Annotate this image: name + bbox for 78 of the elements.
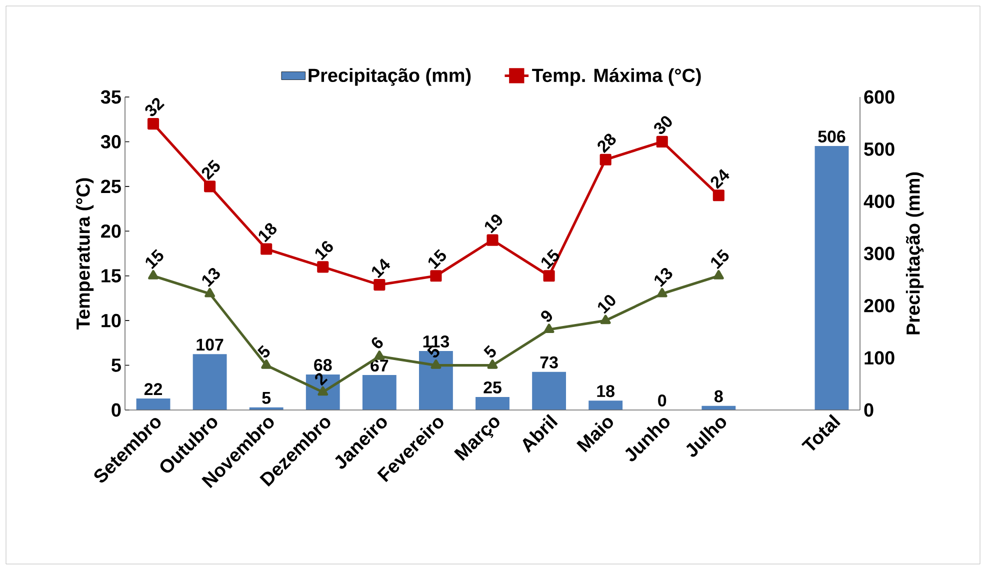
point <box>486 234 498 246</box>
y2-tick-label: 0 <box>864 403 874 417</box>
data-label: 18 <box>258 223 277 242</box>
data-label: 24 <box>710 169 730 190</box>
point <box>374 279 386 291</box>
point <box>204 180 216 192</box>
bar <box>532 372 566 410</box>
point <box>261 360 272 369</box>
data-label: 8 <box>714 390 723 402</box>
point <box>147 118 160 130</box>
bar <box>476 396 510 410</box>
y-tick-label: 20 <box>101 224 121 238</box>
bar <box>814 146 849 410</box>
data-label: 22 <box>144 383 162 395</box>
data-label: 0 <box>658 394 666 406</box>
data-label: 2 <box>315 373 328 386</box>
point <box>204 288 215 298</box>
y-axis-title: Temperatura (°C) <box>76 178 94 330</box>
point <box>656 136 668 148</box>
data-label: 30 <box>654 116 672 134</box>
y2-axis-title: Precipitação (mm) <box>906 172 924 334</box>
data-label: 5 <box>257 345 270 358</box>
point <box>430 360 442 369</box>
point <box>600 314 611 324</box>
y2-tick-label: 100 <box>864 351 894 365</box>
data-label: 13 <box>654 268 672 287</box>
y2-tick-label: 400 <box>864 194 894 208</box>
data-label: 28 <box>598 134 616 154</box>
legend-label: Temp. Máxima (°C) <box>532 68 701 86</box>
data-label: 18 <box>597 385 614 398</box>
bar <box>136 398 170 410</box>
y-tick-label: 30 <box>100 134 121 148</box>
data-label: 16 <box>315 241 333 260</box>
point <box>317 261 329 273</box>
point <box>544 324 554 334</box>
data-label: 5 <box>262 392 271 404</box>
y-tick-label: 0 <box>112 403 121 417</box>
data-label: 73 <box>540 356 558 368</box>
data-label: 68 <box>314 359 332 372</box>
data-label: 10 <box>598 295 616 314</box>
y-tick-label: 10 <box>102 314 121 328</box>
data-label: 9 <box>541 310 552 322</box>
data-label: 506 <box>818 130 846 143</box>
y-tick-label: 25 <box>101 180 121 194</box>
point <box>656 288 668 298</box>
data-label: 5 <box>484 345 496 358</box>
point <box>430 270 442 282</box>
data-label: 19 <box>484 214 502 234</box>
point <box>712 190 724 202</box>
data-label: 15 <box>428 249 446 270</box>
data-label: 15 <box>146 249 164 270</box>
data-label: 6 <box>372 337 383 348</box>
point <box>713 270 724 280</box>
data-label: 13 <box>202 268 220 287</box>
y-tick-label: 5 <box>112 358 121 372</box>
point <box>543 270 555 282</box>
y-tick-label: 35 <box>100 90 121 104</box>
point <box>260 243 272 255</box>
data-label: 32 <box>145 98 165 116</box>
point <box>487 360 498 369</box>
legend-label: Precipitação (mm) <box>308 68 471 86</box>
data-label: 15 <box>541 249 560 270</box>
y2-tick-label: 200 <box>864 298 894 312</box>
bar <box>588 400 623 410</box>
data-label: 14 <box>372 258 390 278</box>
y2-tick-label: 600 <box>864 90 894 104</box>
data-label: 25 <box>484 381 502 394</box>
data-label: 15 <box>711 249 729 270</box>
point <box>600 154 612 166</box>
data-label: 25 <box>202 160 220 180</box>
bar <box>192 354 227 410</box>
y2-tick-label: 500 <box>864 142 894 156</box>
y-tick-label: 15 <box>102 269 121 282</box>
data-label: 107 <box>196 338 224 351</box>
y2-tick-label: 300 <box>864 246 894 260</box>
point <box>374 350 385 360</box>
bar <box>362 375 396 410</box>
point <box>148 270 158 280</box>
